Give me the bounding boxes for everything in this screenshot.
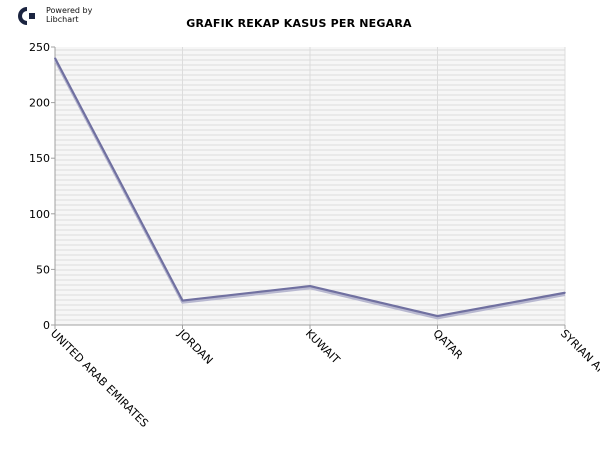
data-point — [564, 291, 566, 294]
brand-text: Powered by Libchart — [46, 6, 92, 24]
y-tick-label: 0 — [43, 319, 50, 332]
grid-lines — [54, 47, 566, 325]
data-point — [181, 299, 184, 302]
data-point — [436, 315, 439, 317]
y-tick-label: 250 — [29, 41, 50, 54]
series-line — [53, 57, 566, 320]
chart-title: GRAFIK REKAP KASUS PER NEGARA — [186, 17, 412, 30]
y-tick-label: 100 — [29, 208, 50, 221]
data-point — [309, 285, 311, 287]
x-tick-label: KUWAIT — [303, 327, 343, 367]
y-tick-label: 50 — [36, 263, 50, 276]
libchart-logo-icon — [18, 7, 35, 25]
x-axis-ticks: UNITED ARAB EMIRATES JORDAN KUWAIT QATAR SYR… — [48, 325, 600, 430]
x-tick-label: JORDAN — [175, 326, 216, 367]
y-axis-ticks: 0 50 100 150 200 250 — [29, 41, 55, 332]
brand-line-2: Libchart — [46, 15, 79, 24]
x-tick-label: QATAR — [430, 327, 465, 362]
brand-line-1: Powered by — [46, 6, 93, 15]
x-tick-label: SYRIAN ARAB REPUBLIC — [558, 327, 600, 429]
libchart-brand: Powered by Libchart — [16, 4, 136, 28]
data-point — [54, 57, 56, 59]
y-tick-label: 200 — [29, 97, 50, 110]
y-tick-label: 150 — [29, 152, 50, 165]
x-tick-label: UNITED ARAB EMIRATES — [48, 327, 151, 430]
